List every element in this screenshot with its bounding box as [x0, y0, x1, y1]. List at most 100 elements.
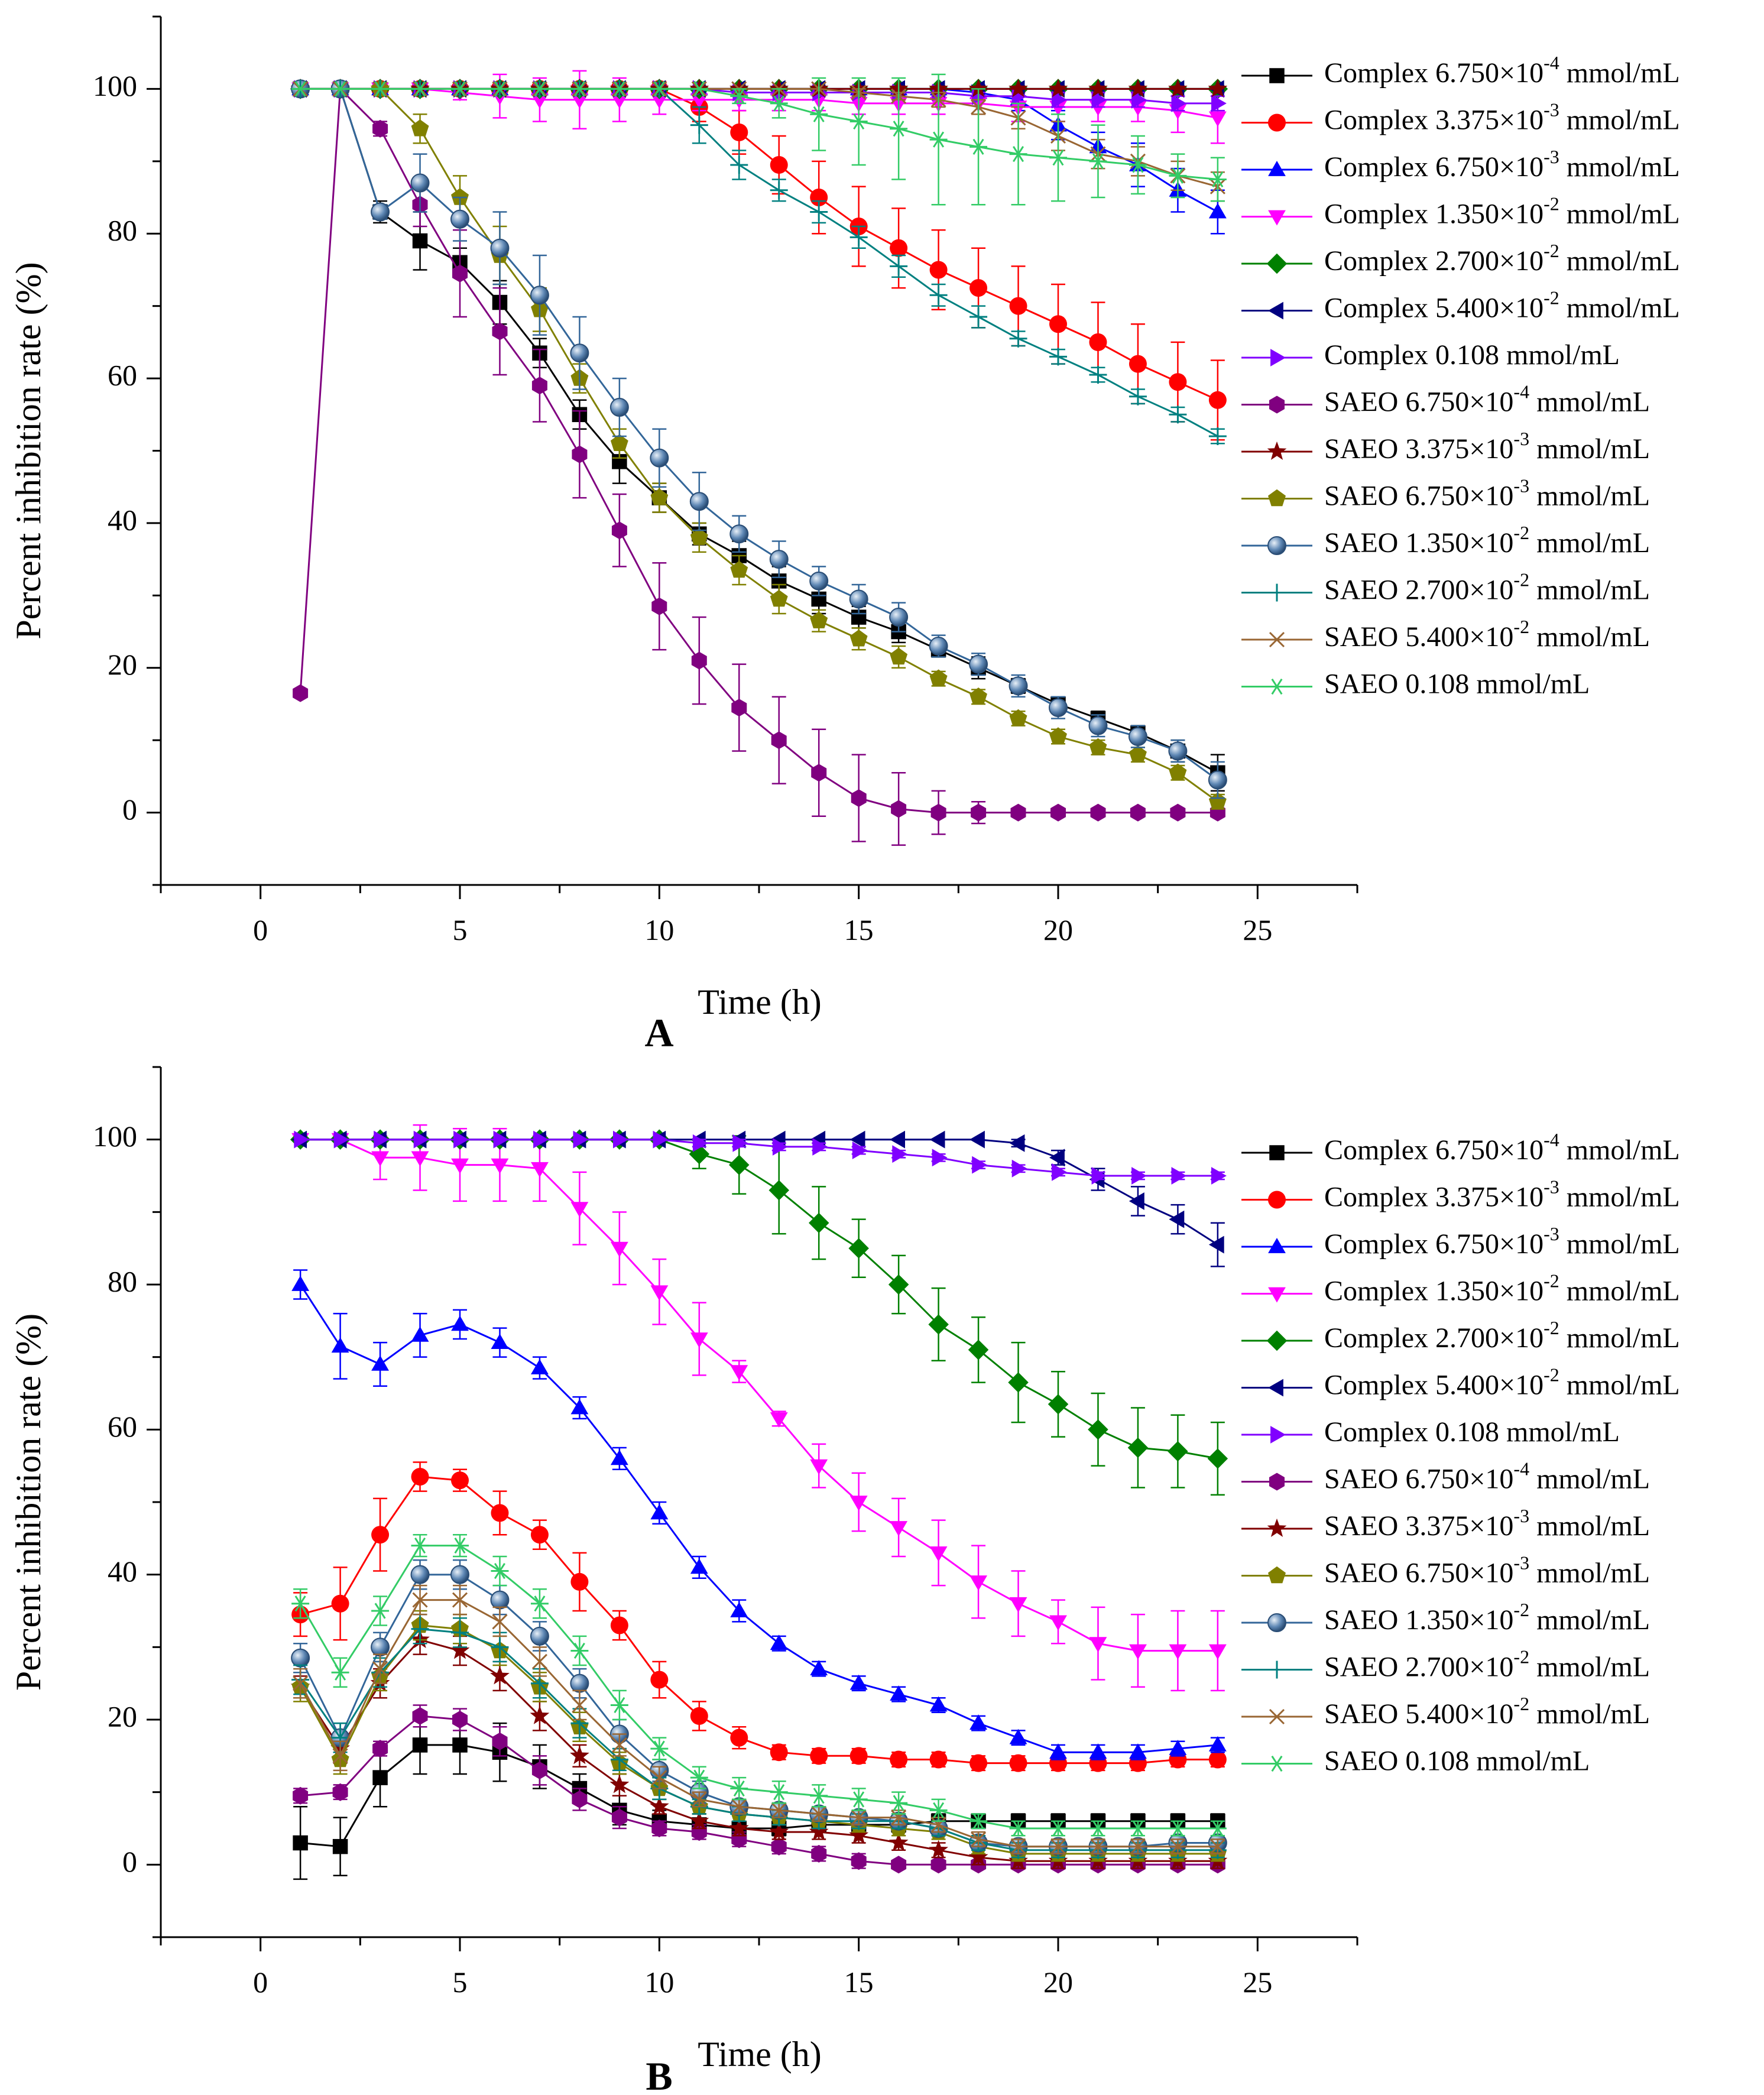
data-point — [530, 1626, 549, 1646]
data-point — [1009, 1728, 1027, 1744]
data-point — [1208, 111, 1227, 127]
legend-item: SAEO 1.350×10-2 mmol/mL — [1241, 1599, 1650, 1636]
data-point — [1089, 153, 1107, 170]
data-point — [971, 1831, 987, 1847]
series-line — [300, 1139, 1218, 1652]
data-point — [1049, 1743, 1067, 1759]
legend-item: SAEO 6.750×10-3 mmol/mL — [1241, 1552, 1650, 1589]
series-5 — [290, 1129, 1228, 1496]
legend-item: Complex 6.750×10-4 mmol/mL — [1241, 1129, 1680, 1166]
legend-marker — [1268, 1191, 1286, 1209]
data-point — [413, 1130, 429, 1149]
legend-label: SAEO 1.350×10-2 mmol/mL — [1324, 522, 1650, 559]
series-2 — [291, 1461, 1227, 1772]
data-point — [1130, 803, 1146, 822]
data-point — [809, 1821, 829, 1841]
data-point — [1171, 1167, 1187, 1185]
data-point — [1009, 297, 1027, 315]
data-point — [570, 80, 589, 97]
data-point — [1049, 315, 1067, 333]
data-point — [412, 233, 428, 249]
y-tick-label: 60 — [108, 1410, 137, 1443]
legend-item: SAEO 2.700×10-2 mmol/mL — [1241, 569, 1650, 606]
data-point — [411, 1468, 429, 1486]
data-point — [650, 1504, 669, 1520]
legend-item: Complex 2.700×10-2 mmol/mL — [1241, 1317, 1680, 1354]
data-point — [849, 1130, 865, 1149]
series-line — [299, 1628, 1218, 1851]
legend-marker — [1267, 1518, 1287, 1537]
legend-label: SAEO 6.750×10-3 mmol/mL — [1324, 475, 1650, 512]
data-point — [810, 1459, 828, 1475]
data-point — [809, 571, 829, 591]
data-point — [1009, 1820, 1027, 1837]
data-point — [690, 1332, 708, 1348]
data-point — [849, 1791, 868, 1808]
data-point — [969, 1754, 988, 1772]
data-point — [570, 1642, 589, 1659]
data-point — [890, 1685, 908, 1701]
legend-item: SAEO 0.108 mmol/mL — [1241, 669, 1590, 700]
data-point — [890, 1750, 908, 1769]
legend-label: SAEO 0.108 mmol/mL — [1324, 1746, 1590, 1777]
data-point — [491, 1334, 509, 1349]
data-point — [451, 80, 469, 97]
legend-label: Complex 2.700×10-2 mmol/mL — [1324, 240, 1680, 277]
data-point — [412, 1737, 428, 1753]
legend-item: SAEO 2.700×10-2 mmol/mL — [1241, 1646, 1650, 1683]
data-point — [929, 1696, 948, 1712]
data-point — [689, 492, 709, 511]
data-point — [332, 1838, 348, 1854]
y-tick-label: 100 — [93, 69, 137, 102]
data-point — [371, 1637, 390, 1657]
data-point — [729, 524, 749, 544]
data-point — [849, 589, 868, 609]
legend-label: Complex 3.375×10-3 mmol/mL — [1324, 1176, 1680, 1213]
data-point — [928, 1314, 949, 1335]
data-point — [1168, 741, 1188, 761]
data-point — [572, 445, 588, 463]
legend-label: Complex 6.750×10-4 mmol/mL — [1324, 52, 1680, 89]
data-point — [770, 589, 788, 607]
data-point — [891, 1809, 907, 1825]
data-point — [493, 1130, 509, 1149]
data-point — [611, 521, 627, 540]
data-point — [811, 1844, 827, 1863]
x-tick-label: 20 — [1043, 913, 1073, 946]
legend-marker — [1267, 441, 1287, 460]
legend-item: Complex 1.350×10-2 mmol/mL — [1241, 1270, 1680, 1307]
data-point — [1009, 1134, 1025, 1152]
data-point — [690, 1769, 708, 1786]
data-point — [650, 1285, 669, 1301]
y-tick-label: 20 — [108, 1700, 137, 1733]
data-point — [1211, 95, 1227, 112]
data-point — [294, 1130, 310, 1149]
data-point — [371, 1355, 389, 1371]
data-point — [731, 699, 747, 717]
data-point — [1129, 355, 1147, 373]
data-point — [729, 1818, 749, 1837]
series-8 — [293, 1704, 1225, 1874]
legend-marker — [1268, 1238, 1286, 1253]
series-line — [300, 87, 1218, 401]
data-point — [1169, 1644, 1187, 1660]
series-12 — [291, 80, 1227, 446]
data-point — [492, 322, 508, 340]
data-point — [531, 1653, 547, 1669]
legend-marker — [1268, 1379, 1283, 1397]
series-9 — [290, 1624, 1228, 1870]
legend-marker — [1268, 678, 1286, 695]
legend-item: SAEO 1.350×10-2 mmol/mL — [1241, 522, 1650, 559]
data-point — [1009, 709, 1027, 727]
data-point — [849, 113, 868, 130]
data-point — [1009, 1754, 1027, 1772]
data-point — [531, 377, 547, 395]
data-point — [1089, 738, 1107, 755]
legend-label: SAEO 1.350×10-2 mmol/mL — [1324, 1599, 1650, 1636]
data-point — [610, 1449, 628, 1465]
series-6 — [291, 1130, 1225, 1267]
data-point — [331, 1594, 349, 1613]
data-point — [1208, 792, 1227, 809]
data-point — [889, 1833, 909, 1851]
data-point — [730, 123, 748, 141]
